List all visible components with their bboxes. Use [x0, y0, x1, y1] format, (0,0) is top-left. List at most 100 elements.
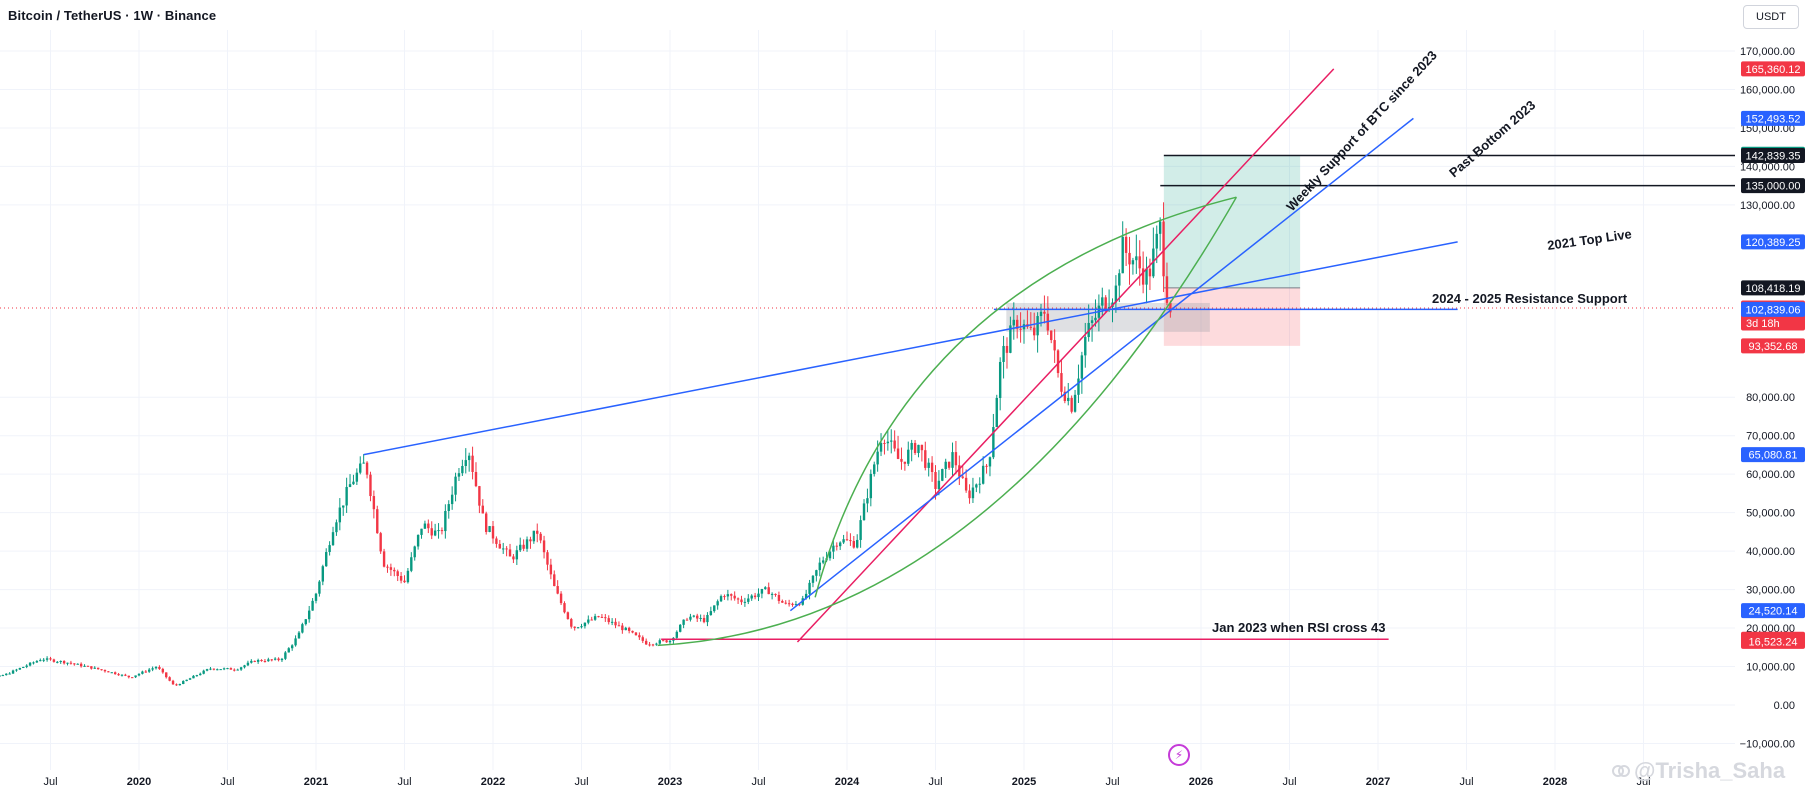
candle-body	[726, 594, 730, 597]
y-tick-label: 80,000.00	[1746, 392, 1795, 404]
price-tag: 16,523.24	[1741, 633, 1805, 649]
x-tick-label: Jul	[574, 776, 588, 788]
candle-body	[624, 627, 627, 631]
candle-body	[205, 669, 209, 671]
candle-body	[1090, 320, 1094, 323]
price-labels: 165,360.12152,493.52143,148.63142,839.35…	[1741, 61, 1805, 649]
y-tick-label: −10,000.00	[1740, 738, 1795, 750]
candle-body	[947, 461, 951, 468]
candle-body	[120, 674, 124, 676]
candle-body	[393, 569, 396, 572]
candle-body	[165, 672, 168, 678]
candle-body	[798, 604, 801, 606]
price-tag-bg	[1741, 178, 1805, 194]
candle-body	[127, 675, 130, 678]
candle-body	[794, 604, 798, 606]
lightning-icon[interactable]: ⚡	[1168, 744, 1190, 766]
candle-body	[709, 611, 713, 615]
candle-body	[1002, 345, 1005, 362]
candle-body	[971, 487, 975, 499]
candle-body	[103, 669, 107, 672]
candle-body	[937, 480, 941, 489]
candle-body	[280, 658, 284, 661]
candle-body	[365, 462, 369, 475]
price-tag-text: 142,839.35	[1745, 150, 1800, 162]
candle-body	[804, 593, 808, 599]
currency-selector-button[interactable]: USDT	[1743, 5, 1799, 29]
candle-body	[239, 667, 243, 670]
candle-body	[1015, 319, 1019, 329]
price-tag: 65,080.81	[1741, 447, 1805, 463]
candle-body	[1114, 285, 1118, 303]
past-bottom-label: Past Bottom 2023	[1446, 97, 1538, 180]
candle-body	[270, 659, 273, 661]
candle-body	[563, 603, 566, 613]
candle-body	[716, 601, 719, 606]
candle-body	[158, 666, 161, 669]
candle-body	[427, 523, 430, 529]
candle-body	[532, 530, 536, 542]
x-tick-label: Jul	[928, 776, 942, 788]
candle-body	[359, 463, 362, 473]
candle-body	[416, 534, 420, 547]
candle-body	[345, 486, 348, 506]
candle-body	[134, 675, 137, 678]
candle-body	[117, 674, 120, 676]
price-tag-text: 108,418.19	[1745, 283, 1800, 295]
candle-body	[808, 582, 811, 594]
resistance-support-label: 2024 - 2025 Resistance Support	[1432, 291, 1628, 306]
y-tick-label: 170,000.00	[1740, 46, 1795, 58]
candle-body	[651, 644, 655, 646]
price-tag-text: 165,360.12	[1745, 64, 1800, 76]
x-tick-label: Jul	[397, 776, 411, 788]
candle-body	[661, 640, 665, 642]
candle-body	[1012, 319, 1015, 326]
candle-body	[655, 643, 658, 645]
candle-body	[171, 680, 175, 685]
candle-body	[549, 564, 553, 575]
candle-body	[314, 593, 318, 601]
candle-body	[73, 663, 76, 665]
candle-body	[1138, 256, 1141, 269]
candle-body	[821, 560, 825, 563]
candle-body	[907, 449, 910, 464]
candle-body	[185, 679, 188, 682]
candle-body	[954, 452, 958, 466]
candle-body	[212, 668, 216, 670]
candle-body	[379, 533, 382, 552]
candle-body	[958, 465, 961, 477]
candle-body	[951, 452, 954, 468]
price-tag: 142,839.35	[1741, 147, 1805, 163]
candle-body	[968, 490, 971, 499]
candle-body	[148, 669, 151, 672]
candle-body	[250, 660, 253, 663]
candle-body	[849, 540, 852, 542]
candle-body	[226, 668, 229, 670]
candle-body	[137, 673, 141, 676]
candle-body	[188, 678, 192, 680]
candle-body	[423, 523, 427, 529]
candle-body	[590, 619, 593, 621]
candle-body	[570, 619, 573, 627]
candle-body	[113, 672, 117, 675]
price-tag: 24,520.14	[1741, 603, 1805, 619]
candle-body	[307, 610, 311, 620]
candle-body	[981, 465, 985, 484]
candle-body	[1124, 236, 1128, 253]
y-tick-label: 70,000.00	[1746, 431, 1795, 443]
candle-body	[774, 593, 777, 596]
candle-body	[1104, 297, 1107, 310]
candle-body	[682, 619, 685, 625]
candle-body	[1148, 268, 1152, 277]
candle-body	[0, 675, 1, 677]
candle-body	[325, 552, 328, 567]
candle-body	[913, 442, 917, 454]
watermark-text: @Trisha_Saha	[1634, 758, 1786, 783]
candle-body	[787, 603, 791, 605]
y-axis: −10,000.000.0010,000.0020,000.0030,000.0…	[1740, 46, 1795, 750]
y-tick-label: 10,000.00	[1746, 662, 1795, 674]
x-tick-label: 2021	[304, 776, 328, 788]
candle-body	[386, 566, 389, 568]
candle-body	[495, 538, 498, 544]
